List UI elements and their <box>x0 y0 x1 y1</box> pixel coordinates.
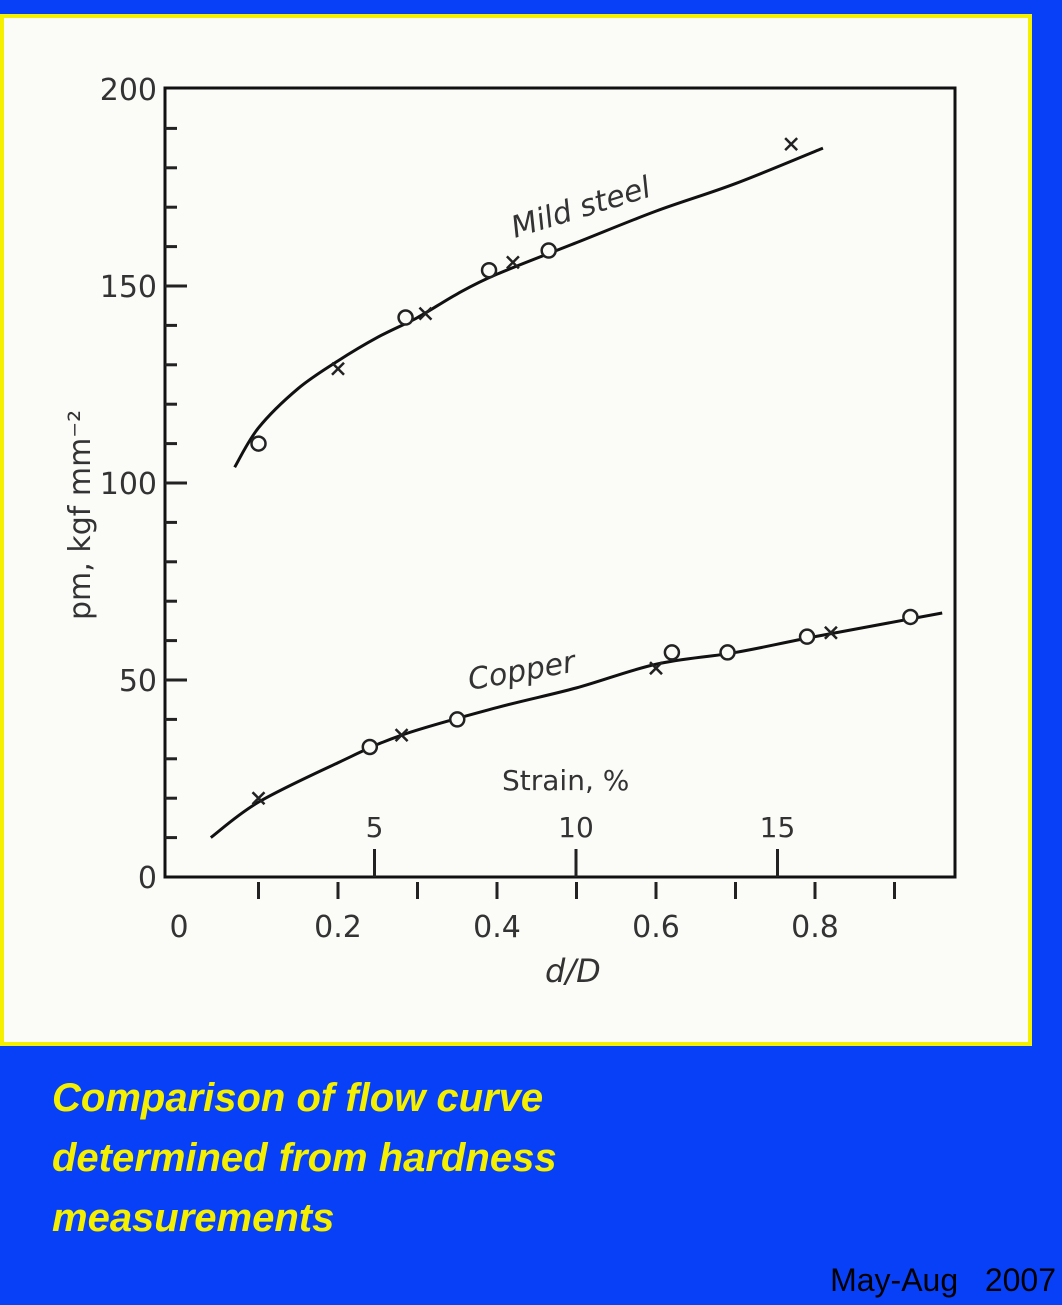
point-cross-mild-steel <box>331 361 345 376</box>
x-tick-label: 0.6 <box>632 910 680 945</box>
point-circle-copper <box>663 644 681 661</box>
point-cross-copper <box>824 625 838 640</box>
point-cross-mild-steel <box>418 306 433 321</box>
x-tick-label: 0.8 <box>791 910 839 945</box>
point-circle-copper <box>798 628 816 645</box>
footer-date: May-Aug 2007 <box>830 1262 1056 1298</box>
strain-tick-label: 5 <box>366 811 384 844</box>
point-cross-mild-steel <box>506 255 520 270</box>
strain-tick-label: 10 <box>558 811 594 844</box>
flow-curve-chart: 0 50 100 150 200 0 0.2 0.4 0.6 0.8 5 10 15 Mild stee… <box>63 73 957 990</box>
y-tick-label: 200 <box>100 73 157 108</box>
point-circle-copper <box>449 711 466 728</box>
chart-panel <box>0 14 1032 1046</box>
point-cross-copper <box>394 728 409 743</box>
curve-copper <box>209 611 943 839</box>
caption-line: Comparison of flow curve <box>52 1076 544 1120</box>
x-tick-label: 0.4 <box>473 910 521 945</box>
point-circle-mild-steel <box>540 242 557 259</box>
x-tick-label: 0 <box>169 910 188 945</box>
point-cross-copper <box>251 791 266 806</box>
plot-frame <box>163 86 957 879</box>
y-tick-label: 0 <box>138 861 157 896</box>
point-cross-mild-steel <box>784 137 799 152</box>
point-cross-copper <box>649 661 663 676</box>
y-tick-label: 150 <box>100 270 157 305</box>
strain-tick-label: 15 <box>760 811 796 844</box>
point-circle-mild-steel <box>397 309 414 326</box>
y-tick-label: 100 <box>100 467 157 502</box>
y-axis-label: pm, kgf mm⁻² <box>63 410 98 620</box>
curve-mild-steel <box>233 146 824 469</box>
series-label-copper: Copper <box>465 644 579 698</box>
point-circle-copper <box>361 738 379 756</box>
caption-line: determined from hardness <box>52 1136 557 1180</box>
x-axis-label: d/D <box>545 952 601 990</box>
point-circle-mild-steel <box>480 261 498 279</box>
series-label-mild-steel: Mild steel <box>507 170 655 246</box>
axes: 0 50 100 150 200 0 0.2 0.4 0.6 0.8 5 10 15 <box>100 73 957 945</box>
point-circle-copper <box>902 608 919 626</box>
marks <box>209 137 943 839</box>
point-circle-copper <box>719 644 736 661</box>
y-tick-label: 50 <box>119 664 157 699</box>
point-circle-mild-steel <box>250 435 267 452</box>
x-tick-label: 0.2 <box>314 910 362 945</box>
secondary-x-label: Strain, % <box>502 764 629 797</box>
caption-line: measurements <box>52 1196 335 1240</box>
caption: Comparison of flow curve determined from… <box>52 1068 557 1248</box>
